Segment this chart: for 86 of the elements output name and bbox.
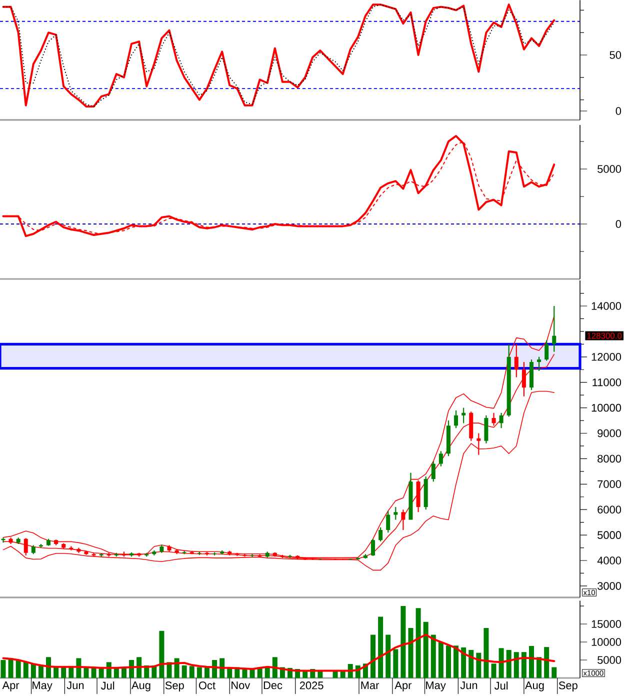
y-tick-label: 9000 <box>598 429 622 438</box>
y-tick-label: 5000 <box>598 165 622 173</box>
bar <box>552 667 557 678</box>
bar <box>30 664 36 678</box>
x-tick-label: May <box>32 682 52 692</box>
x-tick-label: Mar <box>361 682 380 690</box>
bar <box>476 652 482 678</box>
y-tick-label: 5000 <box>598 656 622 664</box>
bar <box>8 658 14 678</box>
candlestick <box>92 552 96 557</box>
bar <box>446 646 451 678</box>
bar <box>438 642 444 678</box>
y-tick-label: 0 <box>616 107 622 115</box>
bar <box>393 649 398 678</box>
bar <box>76 658 82 678</box>
bar <box>544 647 550 678</box>
y-tick-label: 4000 <box>597 556 622 564</box>
y-tick-label: 10000 <box>592 404 622 412</box>
bar <box>16 660 21 678</box>
bar <box>468 650 474 678</box>
y-tick-label: 15000 <box>592 620 622 628</box>
x-tick-label: Jun <box>66 682 84 690</box>
x-tick-label: Sep <box>165 682 184 692</box>
bar <box>386 634 391 678</box>
candlestick <box>492 412 496 426</box>
y-tick-label: 0 <box>616 220 622 228</box>
x-tick-label: Oct <box>198 682 216 690</box>
x-tick-label: 2025 <box>300 682 324 690</box>
candlestick <box>1 538 6 543</box>
bar <box>136 657 142 678</box>
bar <box>38 665 44 678</box>
bar <box>196 667 202 678</box>
x-tick-label: Sep <box>558 682 578 692</box>
bar <box>378 616 384 678</box>
candlestick <box>401 510 406 530</box>
bar <box>264 667 270 678</box>
bar <box>484 628 489 678</box>
bar <box>423 622 428 678</box>
bar <box>159 630 164 678</box>
bar <box>416 608 421 678</box>
bar <box>491 664 496 678</box>
y-tick-label: 10000 <box>592 638 622 646</box>
candlestick <box>38 544 43 548</box>
x-tick-label: May <box>426 682 446 692</box>
x-tick-label: Jul <box>100 682 114 690</box>
y-tick-label: 3000 <box>598 582 622 590</box>
x-tick-label: Nov <box>232 682 250 690</box>
candlestick <box>250 554 254 558</box>
y-tick-label: 6000 <box>598 506 622 514</box>
bar <box>506 650 512 678</box>
bar <box>400 606 406 678</box>
y-tick-label: 12000 <box>592 353 622 361</box>
candlestick <box>235 552 240 556</box>
bar <box>461 647 466 678</box>
x-tick-label: Dec <box>264 682 282 690</box>
bar <box>189 666 194 678</box>
y-tick-label: 7000 <box>598 480 622 488</box>
x-tick-label: Jun <box>460 682 478 690</box>
bar <box>220 658 225 678</box>
bar <box>408 628 414 678</box>
bar <box>204 667 210 678</box>
x-tick-label: Aug <box>524 682 544 692</box>
bar <box>430 634 436 678</box>
bar <box>514 652 519 678</box>
bar <box>174 658 180 678</box>
y-tick-label: 8000 <box>598 454 622 463</box>
x-tick-label: Jul <box>494 682 508 690</box>
bar <box>182 665 187 678</box>
bar <box>454 646 459 678</box>
bar <box>521 652 526 678</box>
x-tick-label: Aug <box>131 682 150 692</box>
bar <box>272 657 278 678</box>
bar <box>23 662 28 678</box>
bar <box>370 634 376 678</box>
x-tick-label: Apr <box>2 682 20 692</box>
bar <box>528 646 534 678</box>
y-tick-label: 11000 <box>592 378 622 386</box>
bar <box>46 657 52 678</box>
bar <box>0 660 6 678</box>
y-tick-label: 50 <box>610 51 622 59</box>
y-tick-label: 5000 <box>598 531 622 539</box>
x-tick-label: Apr <box>394 682 412 692</box>
text: 128300.0 <box>587 332 622 339</box>
bar <box>498 648 504 678</box>
y-tick-label: 14000 <box>592 302 622 310</box>
bar <box>84 667 89 678</box>
